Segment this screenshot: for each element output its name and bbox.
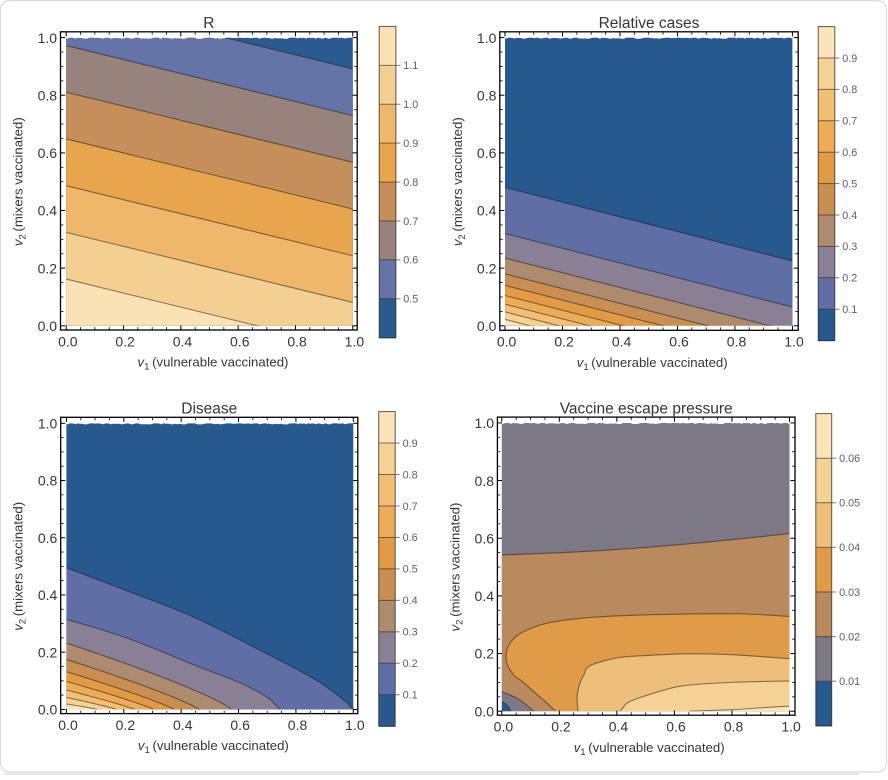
svg-text:0.9: 0.9 — [403, 138, 418, 150]
svg-text:0.5: 0.5 — [842, 178, 857, 190]
svg-text:0.2: 0.2 — [116, 717, 136, 733]
svg-text:0.01: 0.01 — [839, 676, 860, 688]
svg-text:0.1: 0.1 — [403, 690, 418, 702]
svg-text:0.1: 0.1 — [842, 304, 857, 316]
svg-text:0.0: 0.0 — [477, 318, 497, 334]
svg-text:0.3: 0.3 — [842, 241, 857, 253]
svg-text:v2 (mixers vaccinated): v2 (mixers vaccinated) — [447, 503, 465, 632]
svg-text:0.6: 0.6 — [230, 717, 250, 733]
svg-text:0.4: 0.4 — [38, 203, 58, 219]
svg-text:0.8: 0.8 — [38, 473, 58, 489]
svg-text:0.06: 0.06 — [839, 453, 860, 465]
svg-text:1.0: 1.0 — [345, 717, 365, 733]
svg-text:0.8: 0.8 — [724, 719, 744, 735]
svg-text:0.4: 0.4 — [609, 719, 629, 735]
svg-text:0.2: 0.2 — [554, 334, 574, 350]
svg-text:0.7: 0.7 — [842, 116, 857, 128]
svg-text:v1 (vulnerable vaccinated): v1 (vulnerable vaccinated) — [138, 738, 289, 756]
svg-text:0.2: 0.2 — [403, 658, 418, 670]
svg-text:0.6: 0.6 — [477, 145, 497, 161]
svg-text:1.0: 1.0 — [477, 30, 497, 46]
svg-text:0.0: 0.0 — [38, 702, 58, 718]
svg-text:0.8: 0.8 — [403, 469, 418, 481]
svg-text:0.8: 0.8 — [477, 87, 497, 103]
svg-text:0.03: 0.03 — [839, 587, 860, 599]
svg-text:0.0: 0.0 — [38, 318, 58, 334]
svg-text:v2 (mixers vaccinated): v2 (mixers vaccinated) — [11, 117, 29, 246]
svg-text:0.5: 0.5 — [403, 564, 418, 576]
svg-text:0.6: 0.6 — [403, 532, 418, 544]
svg-text:1.0: 1.0 — [38, 416, 58, 432]
svg-text:0.0: 0.0 — [494, 719, 514, 735]
svg-text:0.0: 0.0 — [475, 703, 495, 719]
svg-text:0.6: 0.6 — [666, 719, 686, 735]
svg-text:0.4: 0.4 — [173, 333, 193, 349]
svg-text:0.8: 0.8 — [842, 84, 857, 96]
svg-text:1.0: 1.0 — [38, 30, 58, 46]
svg-text:0.0: 0.0 — [58, 333, 78, 349]
svg-text:0.3: 0.3 — [403, 627, 418, 639]
svg-text:0.6: 0.6 — [669, 334, 689, 350]
svg-text:0.5: 0.5 — [403, 294, 418, 306]
svg-text:1.0: 1.0 — [784, 334, 804, 350]
svg-text:0.6: 0.6 — [38, 530, 58, 546]
svg-text:0.8: 0.8 — [287, 333, 307, 349]
svg-text:0.4: 0.4 — [475, 588, 495, 604]
svg-text:0.8: 0.8 — [38, 87, 58, 103]
svg-text:0.2: 0.2 — [475, 646, 495, 662]
svg-text:1.0: 1.0 — [345, 333, 365, 349]
svg-text:0.4: 0.4 — [842, 210, 857, 222]
svg-text:1.1: 1.1 — [403, 60, 418, 72]
svg-text:v1 (vulnerable vaccinated): v1 (vulnerable vaccinated) — [574, 740, 725, 758]
svg-text:Vaccine escape pressure: Vaccine escape pressure — [560, 401, 733, 418]
svg-text:v1 (vulnerable vaccinated): v1 (vulnerable vaccinated) — [138, 355, 289, 373]
svg-text:0.02: 0.02 — [839, 631, 860, 643]
svg-text:0.2: 0.2 — [551, 719, 571, 735]
svg-text:0.6: 0.6 — [38, 145, 58, 161]
svg-text:0.4: 0.4 — [403, 595, 418, 607]
svg-text:0.05: 0.05 — [839, 498, 860, 510]
svg-text:0.8: 0.8 — [288, 717, 308, 733]
svg-text:1.0: 1.0 — [403, 99, 418, 111]
svg-text:Relative cases: Relative cases — [599, 15, 700, 32]
svg-text:1.0: 1.0 — [781, 719, 801, 735]
svg-text:0.8: 0.8 — [727, 334, 747, 350]
svg-text:0.0: 0.0 — [58, 717, 78, 733]
svg-text:v2 (mixers vaccinated): v2 (mixers vaccinated) — [450, 117, 468, 246]
svg-text:0.8: 0.8 — [403, 177, 418, 189]
svg-text:0.2: 0.2 — [38, 260, 58, 276]
svg-text:0.04: 0.04 — [839, 542, 860, 554]
svg-text:0.7: 0.7 — [403, 216, 418, 228]
svg-text:0.7: 0.7 — [403, 501, 418, 513]
svg-text:0.6: 0.6 — [475, 530, 495, 546]
svg-text:R: R — [203, 15, 214, 32]
svg-text:0.6: 0.6 — [842, 147, 857, 159]
svg-text:0.6: 0.6 — [230, 333, 250, 349]
svg-text:0.2: 0.2 — [38, 644, 58, 660]
svg-text:0.2: 0.2 — [842, 273, 857, 285]
svg-text:0.4: 0.4 — [477, 203, 497, 219]
svg-text:0.2: 0.2 — [115, 333, 135, 349]
svg-text:0.4: 0.4 — [612, 334, 632, 350]
svg-text:0.6: 0.6 — [403, 255, 418, 267]
svg-text:v1 (vulnerable vaccinated): v1 (vulnerable vaccinated) — [577, 355, 728, 373]
svg-text:0.2: 0.2 — [477, 260, 497, 276]
svg-text:0.9: 0.9 — [842, 53, 857, 65]
svg-text:0.8: 0.8 — [475, 473, 495, 489]
svg-text:0.4: 0.4 — [173, 717, 193, 733]
svg-text:0.9: 0.9 — [403, 438, 418, 450]
svg-text:Disease: Disease — [181, 401, 237, 418]
svg-text:0.0: 0.0 — [497, 334, 517, 350]
svg-text:v2 (mixers vaccinated): v2 (mixers vaccinated) — [11, 502, 29, 631]
svg-text:1.0: 1.0 — [475, 415, 495, 431]
svg-text:0.4: 0.4 — [38, 587, 58, 603]
